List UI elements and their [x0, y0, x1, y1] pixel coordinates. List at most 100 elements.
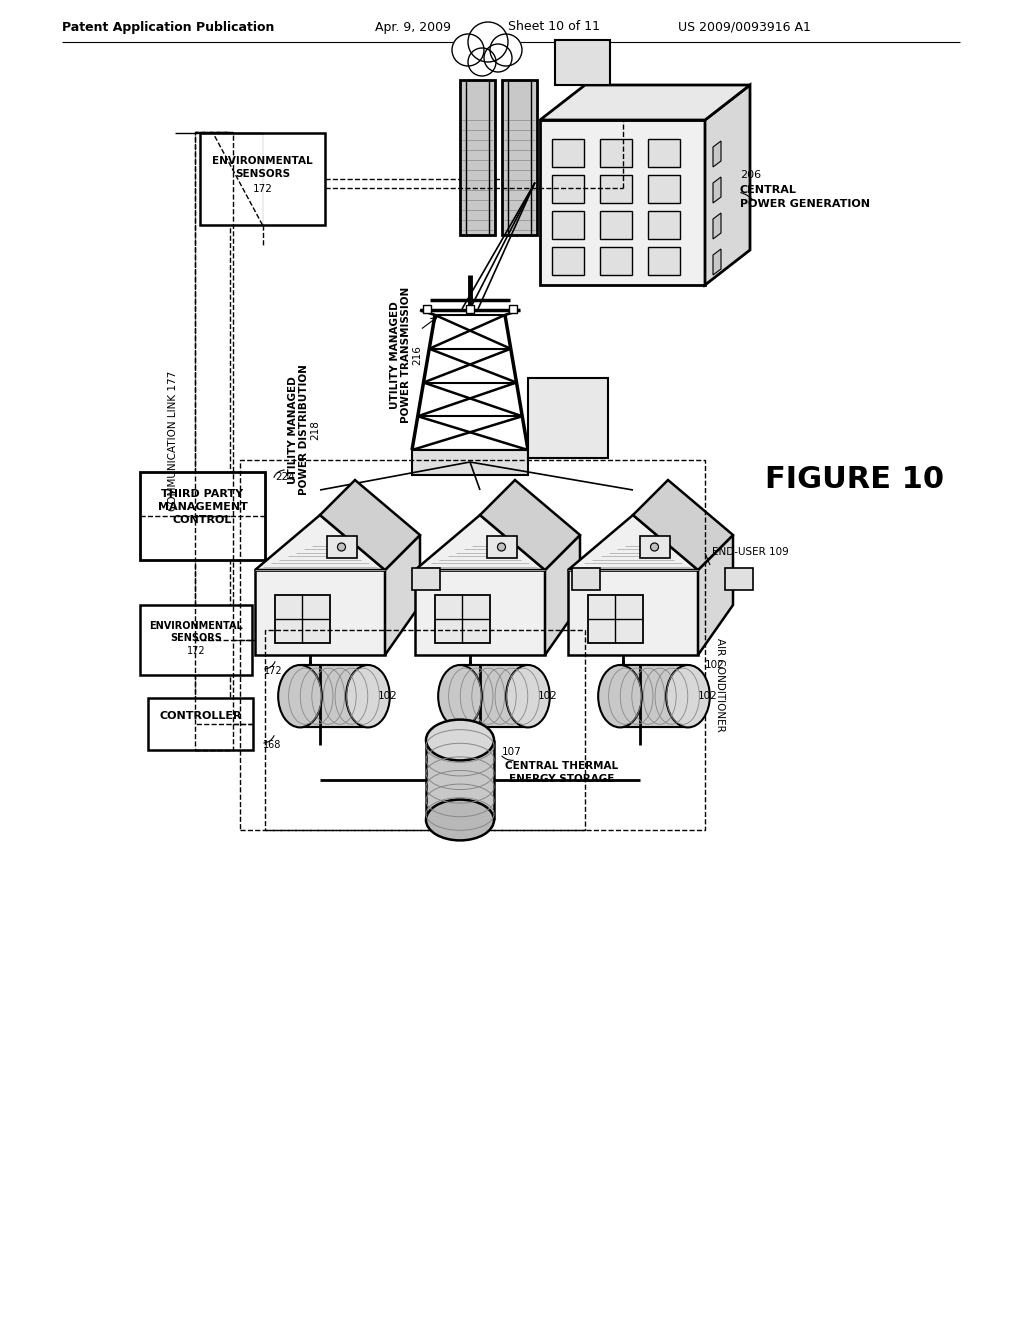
Bar: [555, 40, 610, 84]
Text: 102: 102: [698, 692, 718, 701]
Circle shape: [452, 34, 484, 66]
Bar: [648, 139, 680, 168]
Bar: [528, 378, 608, 458]
Text: MANAGEMENT: MANAGEMENT: [158, 502, 248, 512]
Bar: [540, 120, 705, 285]
Text: CENTRAL: CENTRAL: [740, 185, 797, 195]
Polygon shape: [713, 177, 721, 203]
Polygon shape: [415, 515, 545, 570]
Polygon shape: [255, 515, 385, 570]
Bar: [300, 665, 368, 727]
Circle shape: [468, 22, 508, 62]
Text: US 2009/0093916 A1: US 2009/0093916 A1: [678, 21, 811, 33]
Polygon shape: [385, 535, 420, 655]
Bar: [240, 459, 705, 830]
Bar: [508, 81, 531, 235]
Bar: [415, 570, 545, 655]
Circle shape: [338, 543, 345, 550]
Text: 218: 218: [310, 420, 319, 440]
Bar: [600, 247, 632, 275]
Ellipse shape: [346, 665, 390, 727]
Text: CONTROLLER: CONTROLLER: [160, 711, 242, 721]
Bar: [423, 305, 431, 313]
Polygon shape: [698, 535, 733, 655]
Bar: [255, 570, 385, 655]
Text: POWER DISTRIBUTION: POWER DISTRIBUTION: [299, 364, 309, 495]
Bar: [640, 536, 670, 558]
Bar: [426, 741, 494, 820]
Polygon shape: [713, 141, 721, 168]
Text: 206: 206: [740, 170, 761, 180]
Text: 172: 172: [264, 667, 283, 676]
Text: 107: 107: [502, 747, 522, 756]
Bar: [195, 132, 233, 750]
Text: 224: 224: [275, 473, 295, 482]
Bar: [502, 81, 537, 235]
Bar: [327, 536, 356, 558]
Bar: [552, 247, 584, 275]
Text: 102: 102: [705, 660, 725, 671]
Bar: [148, 698, 253, 750]
Bar: [412, 568, 440, 590]
Text: UTILITY MANAGED: UTILITY MANAGED: [288, 376, 298, 484]
Text: 216: 216: [412, 345, 422, 364]
Bar: [466, 81, 489, 235]
Bar: [460, 665, 528, 727]
Text: COMMUNICATION LINK 177: COMMUNICATION LINK 177: [168, 371, 178, 511]
Bar: [275, 595, 330, 643]
Bar: [265, 630, 585, 830]
Bar: [552, 211, 584, 239]
Circle shape: [484, 44, 512, 73]
Text: ENERGY STORAGE: ENERGY STORAGE: [509, 774, 614, 784]
Ellipse shape: [279, 665, 322, 727]
Bar: [486, 536, 516, 558]
Polygon shape: [633, 480, 733, 570]
Text: END-USER 109: END-USER 109: [712, 546, 788, 557]
Bar: [600, 139, 632, 168]
Bar: [725, 568, 753, 590]
Bar: [648, 247, 680, 275]
Polygon shape: [480, 480, 580, 570]
Circle shape: [468, 48, 496, 77]
Circle shape: [650, 543, 658, 550]
Bar: [648, 176, 680, 203]
Text: ENVIRONMENTAL: ENVIRONMENTAL: [150, 620, 243, 631]
Bar: [600, 211, 632, 239]
Bar: [412, 450, 528, 475]
Bar: [195, 132, 230, 750]
Text: ENVIRONMENTAL: ENVIRONMENTAL: [212, 156, 312, 166]
Text: 102: 102: [378, 692, 397, 701]
Circle shape: [498, 543, 506, 550]
Bar: [568, 570, 698, 655]
Text: POWER TRANSMISSION: POWER TRANSMISSION: [401, 286, 411, 424]
Polygon shape: [319, 480, 420, 570]
Bar: [620, 665, 688, 727]
Ellipse shape: [426, 800, 494, 841]
Polygon shape: [713, 249, 721, 275]
Bar: [200, 133, 325, 224]
Bar: [648, 211, 680, 239]
Polygon shape: [705, 84, 750, 285]
Bar: [435, 595, 490, 643]
Text: AIR CONDITIONER: AIR CONDITIONER: [715, 638, 725, 731]
Bar: [466, 305, 474, 313]
Ellipse shape: [598, 665, 642, 727]
Text: POWER GENERATION: POWER GENERATION: [740, 199, 870, 209]
Ellipse shape: [667, 665, 710, 727]
Bar: [572, 568, 600, 590]
Text: CENTRAL THERMAL: CENTRAL THERMAL: [506, 762, 618, 771]
Bar: [140, 605, 252, 675]
Bar: [140, 473, 265, 560]
Ellipse shape: [506, 665, 550, 727]
Text: SENSORS: SENSORS: [234, 169, 290, 180]
Text: THIRD PARTY: THIRD PARTY: [162, 488, 244, 499]
Bar: [509, 305, 517, 313]
Text: 168: 168: [263, 741, 282, 750]
Text: 102: 102: [538, 692, 558, 701]
Polygon shape: [540, 84, 750, 120]
Text: CONTROL: CONTROL: [173, 515, 232, 525]
Text: 172: 172: [253, 183, 272, 194]
Text: 172: 172: [186, 645, 206, 656]
Polygon shape: [713, 213, 721, 239]
Text: Apr. 9, 2009: Apr. 9, 2009: [375, 21, 451, 33]
